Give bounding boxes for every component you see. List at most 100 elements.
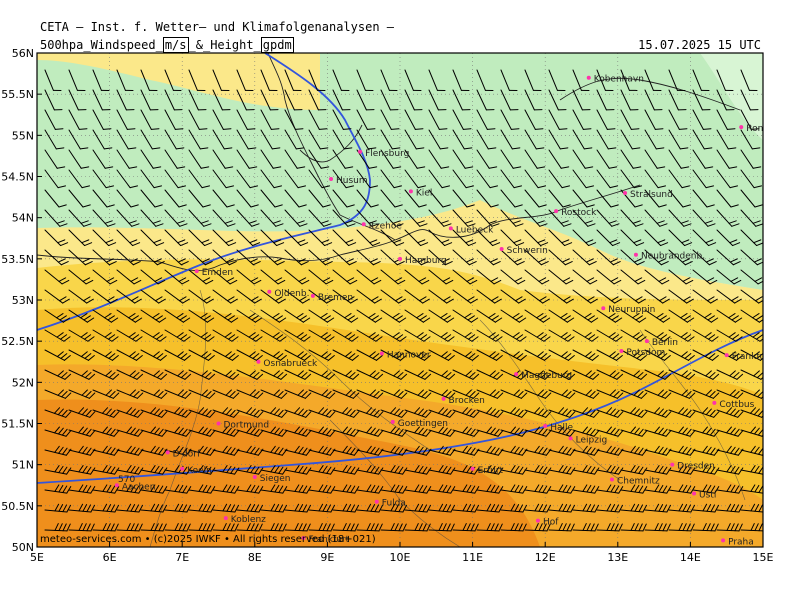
barb-feather	[297, 185, 307, 189]
barb-feather	[560, 351, 568, 358]
city-label: Dresden	[677, 462, 715, 472]
barb-feather	[613, 447, 620, 455]
barb-feather	[61, 428, 68, 436]
barb-feather	[369, 239, 378, 244]
barb-staff	[260, 129, 273, 150]
barb-feather	[474, 467, 480, 475]
barb-feather	[495, 336, 503, 342]
barb-feather	[294, 503, 300, 512]
barb-feather	[633, 258, 642, 263]
barb-feather	[759, 357, 763, 361]
barb-feather	[378, 523, 383, 532]
barb-feather	[540, 372, 548, 379]
barb-feather	[320, 313, 328, 319]
barb-feather	[134, 466, 140, 474]
barb-feather	[466, 484, 472, 493]
barb-staff	[308, 129, 321, 150]
barb-feather	[210, 504, 216, 513]
barb-feather	[177, 239, 186, 244]
barb-feather	[666, 523, 671, 532]
barb-feather	[104, 313, 112, 319]
barb-staff	[308, 149, 322, 169]
barb-feather	[274, 277, 283, 282]
barb-feather	[582, 128, 592, 130]
barb-feather	[658, 277, 667, 282]
barb-feather	[57, 427, 64, 435]
barb-feather	[184, 392, 192, 399]
barb-feather	[422, 523, 427, 532]
barb-feather	[232, 373, 240, 380]
barb-feather	[393, 370, 400, 377]
barb-feather	[344, 166, 354, 169]
barb-staff	[500, 109, 512, 130]
barb-feather	[252, 242, 261, 247]
barb-feather	[230, 317, 239, 323]
barb-feather	[106, 296, 115, 302]
barb-staff	[404, 169, 419, 189]
barb-feather	[353, 429, 360, 437]
barb-feather	[270, 465, 276, 473]
barb-feather	[612, 353, 620, 359]
barb-feather	[522, 504, 528, 513]
barb-feather	[185, 411, 192, 418]
barb-feather	[663, 355, 671, 361]
barb-feather	[60, 261, 69, 266]
barb-feather	[534, 426, 540, 434]
barb-feather	[152, 332, 160, 338]
barb-feather	[105, 408, 112, 416]
barb-feather	[422, 485, 428, 494]
barb-feather	[400, 373, 408, 380]
barb-feather	[392, 220, 401, 224]
barb-feather	[228, 353, 236, 359]
barb-feather	[397, 409, 404, 417]
barb-feather	[348, 242, 357, 247]
barb-feather	[437, 407, 445, 414]
barb-feather	[109, 279, 118, 285]
barb-feather	[322, 296, 331, 302]
barb-feather	[636, 261, 645, 266]
barb-feather	[462, 523, 467, 531]
barb-feather	[560, 332, 568, 338]
barb-feather	[63, 355, 71, 361]
barb-feather	[320, 351, 328, 358]
barb-feather	[536, 220, 545, 224]
barb-staff	[92, 89, 103, 111]
barb-feather	[585, 258, 594, 263]
barb-feather	[390, 465, 396, 473]
barb-feather	[102, 426, 108, 434]
barb-feather	[491, 315, 499, 321]
barb-feather	[274, 465, 280, 474]
band-green	[37, 53, 763, 290]
barb-feather	[546, 467, 552, 475]
barb-feather	[662, 317, 671, 323]
barb-staff	[644, 129, 657, 150]
barb-feather	[104, 351, 112, 358]
barb-feather	[494, 466, 500, 474]
barb-feather	[58, 504, 64, 512]
barb-staff	[140, 169, 155, 189]
barb-feather	[81, 427, 88, 435]
barb-feather	[270, 445, 276, 453]
barb-feather	[343, 147, 353, 150]
barb-feather	[589, 279, 598, 285]
barb-feather	[300, 261, 309, 266]
barb-feather	[416, 351, 424, 358]
city-label: Aachen	[122, 482, 156, 492]
city-dot	[619, 349, 624, 354]
barb-feather	[515, 315, 523, 321]
barb-feather	[53, 407, 61, 414]
barb-feather	[588, 242, 597, 247]
barb-staff	[620, 129, 633, 150]
barb-feather	[327, 355, 335, 361]
barb-feather	[270, 426, 276, 434]
barb-feather	[373, 409, 380, 417]
barb-feather	[249, 370, 256, 377]
barb-feather	[319, 147, 329, 150]
barb-feather	[174, 523, 179, 531]
barb-feather	[366, 426, 372, 434]
barb-feather	[85, 390, 92, 398]
barb-feather	[709, 409, 716, 417]
barb-feather	[733, 428, 740, 436]
barb-feather	[511, 147, 521, 150]
barb-feather	[273, 258, 282, 263]
